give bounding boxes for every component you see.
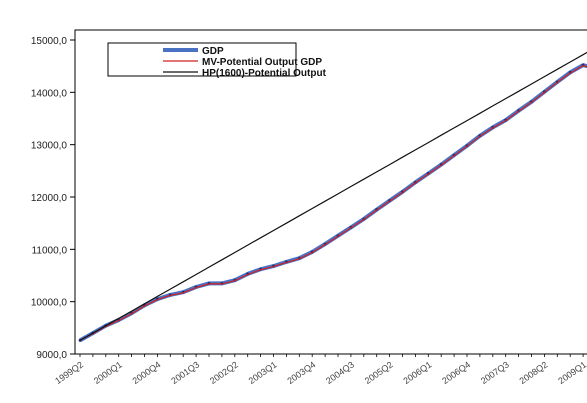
x-tick-label: 2007Q3 [479, 359, 511, 386]
y-tick-label: 15000,0 [31, 36, 68, 47]
y-tick-label: 12000,0 [31, 193, 68, 204]
y-tick-label: 9000,0 [36, 350, 67, 361]
y-axis: 9000,0 10000,0 11000,0 12000,0 13000,0 14000,… [31, 36, 75, 361]
series-line-2 [79, 51, 587, 341]
x-tick-label: 2003Q1 [247, 359, 279, 386]
y-tick-label: 14000,0 [31, 88, 68, 99]
series-line-1 [79, 64, 587, 341]
x-tick-label: 1999Q2 [53, 359, 85, 386]
x-tick-label: 2002Q2 [208, 359, 240, 386]
x-tick-label: 2001Q3 [169, 359, 201, 386]
x-tick-label: 2005Q2 [363, 359, 395, 386]
y-tick-label: 11000,0 [32, 245, 68, 256]
x-tick-label: 2003Q4 [285, 359, 317, 386]
x-tick-label: 2006Q4 [440, 359, 472, 386]
y-tick-label: 10000,0 [31, 298, 68, 309]
legend-label-0: GDP [202, 46, 224, 57]
x-tick-label: 2009Q1 [556, 359, 587, 386]
legend-label-2: HP(1600)-Potential Output [202, 68, 327, 79]
x-axis: 1999Q2 2000Q1 2000Q4 2001Q3 2002Q2 2003Q1 2003… [53, 354, 587, 386]
x-tick-label: 2000Q4 [131, 359, 163, 386]
x-tick-label: 2006Q1 [401, 359, 433, 386]
plot-area [74, 29, 587, 355]
x-tick-label: 2004Q3 [324, 359, 356, 386]
x-tick-label: 2008Q2 [518, 359, 550, 386]
plot-border [74, 29, 587, 355]
y-tick-label: 13000,0 [31, 141, 68, 152]
legend-label-1: MV-Potential Output GDP [202, 57, 322, 68]
x-tick-label: 2000Q1 [92, 359, 124, 386]
legend-box [107, 42, 297, 77]
series-layer [78, 51, 587, 343]
